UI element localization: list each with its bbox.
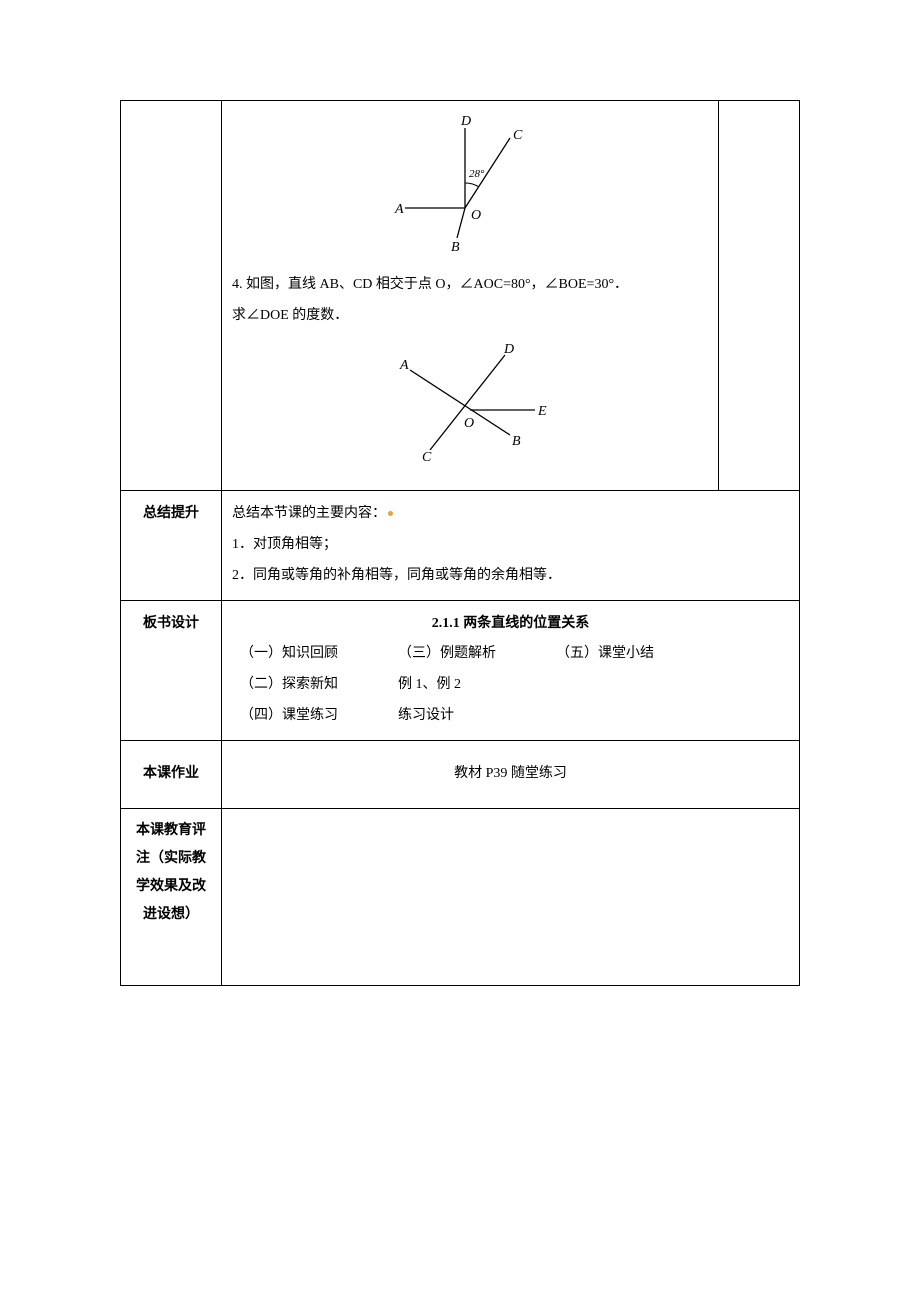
row2-label: 总结提升	[121, 491, 222, 600]
point-label-D: D	[460, 114, 471, 129]
summary-2: 2．同角或等角的补角相等，同角或等角的余角相等．	[232, 561, 789, 592]
point-label-C2: C	[422, 450, 432, 465]
angle-diagram-1: 28° A B C D O	[385, 113, 555, 253]
point-label-O2: O	[464, 416, 474, 431]
row5-label: 本课教育评注（实际教学效果及改进设想）	[121, 808, 222, 985]
point-label-O: O	[471, 208, 481, 223]
table-row: 总结提升 总结本节课的主要内容： 1．对顶角相等； 2．同角或等角的补角相等，同…	[121, 491, 800, 600]
problem-4-line2: 求∠DOE 的度数．	[232, 301, 708, 332]
document-page: 28° A B C D O 4. 如图，直线 AB、CD 相交于点 O，∠AOC…	[0, 0, 920, 1026]
board-c1a: （一）知识回顾	[240, 639, 338, 670]
table-row: 板书设计 2.1.1 两条直线的位置关系 （一）知识回顾 （二）探索新知 （四）…	[121, 600, 800, 740]
summary-1: 1．对顶角相等；	[232, 530, 789, 561]
row2-content: 总结本节课的主要内容： 1．对顶角相等； 2．同角或等角的补角相等，同角或等角的…	[222, 491, 800, 600]
board-columns: （一）知识回顾 （二）探索新知 （四）课堂练习 （三）例题解析 例 1、例 2 …	[232, 639, 789, 731]
row4-label: 本课作业	[121, 740, 222, 808]
table-row: 本课教育评注（实际教学效果及改进设想）	[121, 808, 800, 985]
row5-content	[222, 808, 800, 985]
problem-4-line1: 4. 如图，直线 AB、CD 相交于点 O，∠AOC=80°，∠BOE=30°．	[232, 270, 708, 301]
point-label-C: C	[513, 128, 523, 143]
board-c1b: （二）探索新知	[240, 670, 338, 701]
point-label-A: A	[394, 202, 404, 217]
board-c1c: （四）课堂练习	[240, 701, 338, 732]
table-row: 28° A B C D O 4. 如图，直线 AB、CD 相交于点 O，∠AOC…	[121, 101, 800, 491]
row3-label: 板书设计	[121, 600, 222, 740]
angle-label: 28°	[469, 168, 485, 180]
board-col3: （五）课堂小结	[556, 639, 654, 731]
row3-content: 2.1.1 两条直线的位置关系 （一）知识回顾 （二）探索新知 （四）课堂练习 …	[222, 600, 800, 740]
summary-intro: 总结本节课的主要内容：	[232, 499, 789, 530]
board-c2b: 例 1、例 2	[398, 670, 496, 701]
angle-diagram-2: A B C D E O	[370, 335, 570, 465]
lesson-plan-table: 28° A B C D O 4. 如图，直线 AB、CD 相交于点 O，∠AOC…	[120, 100, 800, 986]
board-c3a: （五）课堂小结	[556, 639, 654, 670]
point-label-E2: E	[537, 404, 547, 419]
point-label-A2: A	[399, 358, 409, 373]
board-c2c: 练习设计	[398, 701, 496, 732]
point-label-B: B	[451, 240, 460, 253]
row4-content: 教材 P39 随堂练习	[222, 740, 800, 808]
board-c2a: （三）例题解析	[398, 639, 496, 670]
row1-extra-cell	[719, 101, 800, 491]
board-col1: （一）知识回顾 （二）探索新知 （四）课堂练习	[240, 639, 338, 731]
diagram-2-wrap: A B C D E O	[232, 335, 708, 478]
accent-dot-icon	[388, 511, 393, 516]
row1-content-cell: 28° A B C D O 4. 如图，直线 AB、CD 相交于点 O，∠AOC…	[222, 101, 719, 491]
table-row: 本课作业 教材 P39 随堂练习	[121, 740, 800, 808]
summary-intro-text: 总结本节课的主要内容：	[232, 506, 386, 521]
board-title: 2.1.1 两条直线的位置关系	[232, 609, 789, 640]
row1-label-cell	[121, 101, 222, 491]
diagram-1-wrap: 28° A B C D O	[232, 113, 708, 266]
point-label-D2: D	[503, 342, 514, 357]
point-label-B2: B	[512, 434, 521, 449]
board-col2: （三）例题解析 例 1、例 2 练习设计	[398, 639, 496, 731]
